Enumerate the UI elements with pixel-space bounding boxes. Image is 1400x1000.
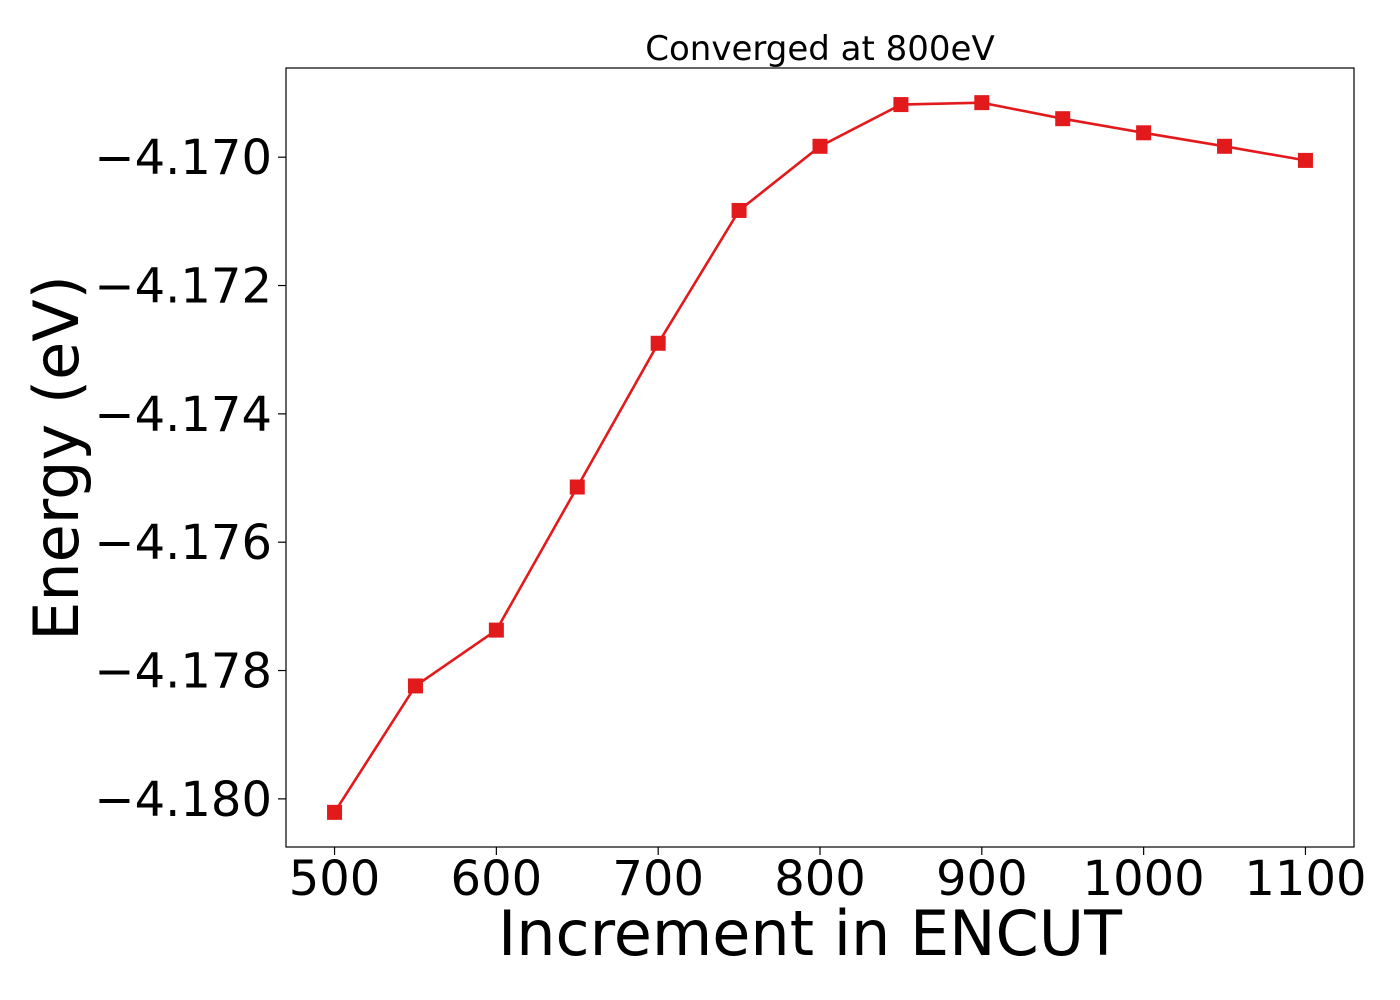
y-axis-label: Energy (eV)	[20, 275, 93, 641]
data-point	[974, 95, 990, 111]
data-point	[1136, 125, 1152, 141]
x-tick-label: 1100	[1244, 851, 1366, 907]
data-point	[812, 138, 828, 154]
series-layer	[327, 95, 1313, 820]
x-axis-label: Increment in ENCUT	[498, 897, 1123, 970]
data-point	[569, 479, 585, 495]
x-tick-label: 500	[289, 851, 381, 907]
x-tick-label: 600	[451, 851, 543, 907]
plot-frame	[285, 67, 1355, 848]
y-tick-label: −4.178	[94, 644, 272, 700]
y-tick-label: −4.174	[94, 387, 272, 443]
chart-title: Converged at 800eV	[645, 29, 994, 69]
series-line	[333, 101, 1306, 814]
y-tick-label: −4.170	[94, 130, 272, 186]
data-point	[1217, 138, 1233, 154]
data-point	[731, 202, 747, 218]
y-axis-ticks: −4.170 −4.172 −4.174 −4.176 −4.178 −4.180	[94, 130, 286, 828]
x-tick-label: 800	[774, 851, 866, 907]
y-tick-label: −4.172	[94, 259, 272, 315]
data-point	[488, 622, 504, 638]
x-tick-label: 900	[936, 851, 1028, 907]
data-point	[327, 804, 343, 820]
data-point	[1055, 111, 1071, 127]
y-tick-label: −4.180	[94, 772, 272, 828]
data-point	[407, 678, 423, 694]
y-tick-label: −4.176	[94, 515, 272, 571]
data-point	[650, 335, 666, 351]
data-point	[1297, 152, 1313, 168]
x-tick-label: 700	[612, 851, 704, 907]
x-tick-label: 1000	[1083, 851, 1205, 907]
data-point	[893, 97, 909, 113]
x-axis-ticks: 500 600 700 800 900 1000 1100	[289, 847, 1367, 907]
